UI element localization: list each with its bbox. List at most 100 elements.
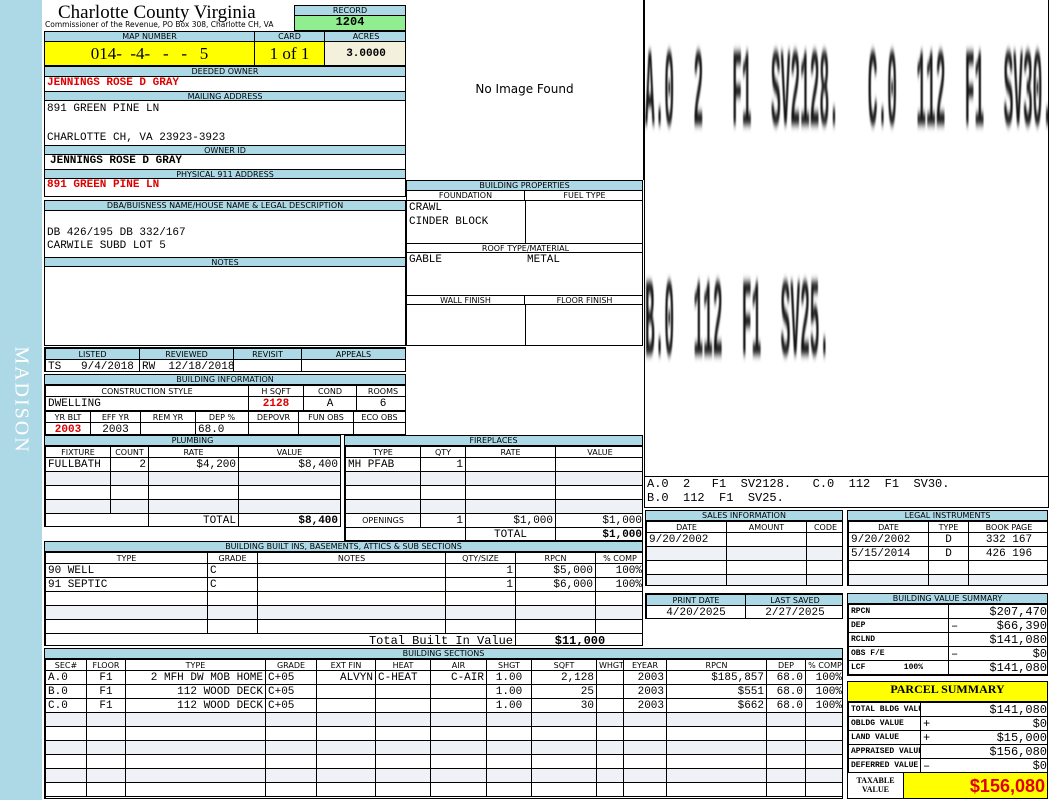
cell [345,485,421,500]
column-header: AMOUNT [726,521,807,533]
district-label: MADISON [10,346,33,454]
openings-label: OPENINGS [345,513,421,528]
column-header: SEC# [45,659,87,671]
cell: 91 SEPTIC [45,577,208,592]
cell: OBS F/E [848,646,949,661]
column-header: FUN OBS [298,411,354,423]
column-header: % COMP [595,552,642,564]
cell [806,574,842,585]
empty-row [345,471,642,486]
cell: 426 196 [968,546,1047,561]
cell [623,726,667,741]
cell: 100% [595,563,642,578]
cell: F1 [86,698,126,713]
cell [646,574,727,585]
cell [486,754,532,769]
cell [596,768,624,783]
cell [110,485,149,500]
cell [928,574,969,585]
legal-description-panel: DBA/BUISNESS NAME/HOUSE NAME & LEGAL DES… [44,200,406,346]
building-value-summary: BUILDING VALUE SUMMARY RPCN $207,470 DEP – $6… [847,593,1048,676]
cell: D [928,532,969,547]
cell [345,527,466,540]
cell: $141,080 [936,702,1047,717]
cell [595,591,642,606]
building-sketch: A.0 2 F1 SV2128. C.0 112 F1 SV30. B.0 11… [644,0,1049,508]
cell: $0 [964,646,1047,661]
cell [968,574,1047,585]
cell [805,768,842,783]
cell: $207,470 [964,604,1047,619]
cell [86,754,126,769]
cell [265,754,317,769]
property-image-placeholder: No Image Found [406,0,644,180]
column-header: WHGT [596,659,624,671]
openings-qty: 1 [420,513,466,528]
table-row: DEFERRED VALUE – $0 [848,758,1047,773]
cell [766,754,806,769]
column-header: DEPOVR [248,411,299,423]
t-parcel-grid: TOTAL BLDG VALUE $141,080 OBLDG VALUE + $0 LA… [848,702,1047,773]
header-row: YR BLT EFF YR REM YR DEP % DEPOVR FUN OBS ECO … [45,411,405,423]
column-header: PRINT DATE [646,594,746,606]
cell: $5,000 [515,563,596,578]
cell: – [920,758,937,773]
cell [486,782,532,797]
cell: F1 [86,670,126,685]
cell: 100% [805,670,842,685]
card-number: 1 of 1 [255,42,325,65]
column-header: DATE [646,521,727,533]
cell: 100% [805,684,842,699]
empty-row [345,499,642,514]
empty-row [45,471,340,486]
column-header: ECO OBS [353,411,405,423]
record-box: RECORD 1204 [294,5,406,31]
t-review-grid: LISTED REVIEWED REVISIT APPEALS TS 9/4/2018 R… [45,348,405,371]
cell [316,684,376,699]
empty-row [45,499,340,514]
cell: DWELLING [45,396,249,411]
column-header: GRADE [265,659,317,671]
cell: LCF 100% [848,660,949,675]
cell [646,546,727,561]
cell: A [303,396,357,411]
owner-panel: DEEDED OWNER JENNINGS ROSE D GRAY MAILIN… [44,66,406,197]
column-header: H SQFT [248,385,304,397]
cell [666,782,767,797]
cell [806,546,842,561]
cell [445,605,516,620]
cell [623,768,667,783]
cell [257,619,446,634]
sketch-legend-1: A.0 2 F1 SV2128. C.0 112 F1 SV30. [647,477,950,491]
cell: 2003 [623,684,667,699]
column-header: LAST SAVED [745,594,842,606]
cell [375,740,431,755]
cell [948,660,965,675]
cell [125,740,266,755]
cell: D [928,546,969,561]
floor-finish-label: FLOOR FINISH [525,295,642,305]
cell: RCLND [848,632,949,647]
cell [420,471,466,486]
cell: C [207,577,258,592]
record-label: RECORD [295,6,405,16]
cell [726,574,807,585]
cell: 68.0 [766,684,806,699]
table-row: TS 9/4/2018 RW 12/18/2018 [45,359,405,371]
cell: 2003 [623,670,667,685]
column-header: SHGT [486,659,532,671]
cell [238,471,340,486]
cell [86,712,126,727]
t-plumb-grid: FIXTURE COUNT RATE VALUE FULLBATH 2 $4,200 $8,4… [45,446,340,526]
fireplaces-title: FIREPLACES [345,436,642,446]
acres-value: 3.0000 [325,42,405,65]
cell [45,513,149,526]
fuel-type-label: FUEL TYPE [525,191,642,201]
table-row: 9/20/2002 D 332 167 [848,532,1047,547]
cell [766,726,806,741]
cell: RPCN [848,604,949,619]
table-row: C.0 F1 112 WOOD DECK C+05 1.00 30 2003 $662 68.0… [45,698,842,713]
column-header: YR BLT [45,411,91,423]
cell: $141,080 [964,660,1047,675]
